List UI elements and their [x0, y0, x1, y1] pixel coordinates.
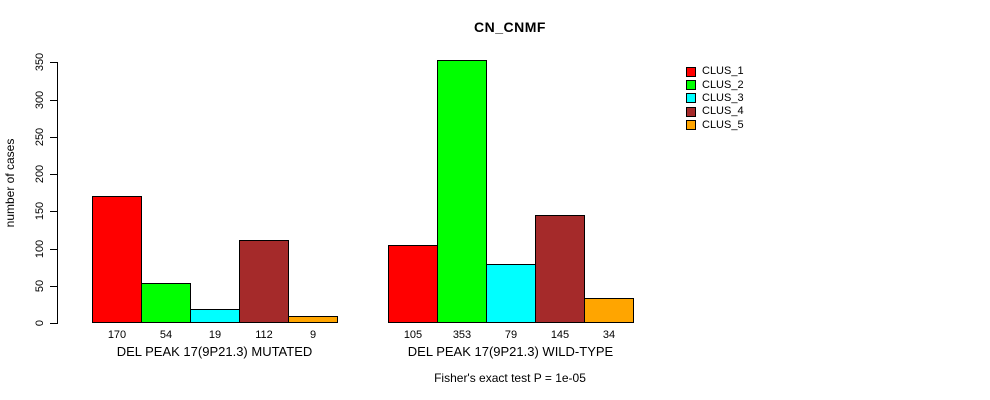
legend-item-label: CLUS_1: [702, 65, 744, 78]
legend-item: CLUS_4: [686, 105, 744, 118]
y-axis-tick-label: 150: [34, 202, 46, 221]
y-axis-tick: [50, 136, 57, 138]
bar-clus_4: [535, 215, 585, 323]
y-axis-tick-label: 50: [34, 279, 46, 292]
y-axis-tick-label: 250: [34, 127, 46, 146]
y-axis-tick: [50, 174, 57, 175]
bar-value-label: 145: [550, 329, 570, 341]
bar-value-label: 19: [208, 329, 222, 341]
legend-item: CLUS_3: [686, 92, 744, 105]
legend-item-label: CLUS_5: [702, 118, 744, 131]
bar-value-label: 353: [452, 329, 472, 341]
y-axis-tick: [50, 285, 57, 287]
bar-clus_5: [288, 316, 338, 323]
bar-value-label: 170: [107, 329, 127, 341]
legend-swatch: [686, 66, 696, 77]
bar-value-label: 34: [602, 329, 616, 341]
bar-value-label: 105: [403, 329, 423, 341]
bar-clus_1: [388, 245, 438, 323]
y-axis-tick-label: 100: [34, 239, 46, 258]
bar-clus_2: [437, 60, 487, 323]
y-axis-tick-label: 0: [34, 319, 46, 327]
y-axis-tick: [50, 99, 57, 101]
bar-clus_3: [190, 309, 240, 323]
y-axis-tick: [50, 62, 57, 64]
bar-clus_2: [141, 283, 191, 323]
y-axis-tick-label: 350: [34, 53, 46, 72]
bar-value-label: 9: [309, 329, 317, 341]
y-axis-line: [57, 62, 58, 324]
legend-item: CLUS_2: [686, 78, 744, 91]
bar-value-label: 112: [255, 329, 273, 341]
legend-swatch: [686, 80, 696, 91]
legend-item: CLUS_1: [686, 65, 744, 78]
bar-clus_1: [92, 196, 142, 323]
y-axis-tick: [50, 211, 57, 213]
bar-clus_5: [584, 298, 634, 323]
bar-value-label: 54: [159, 329, 173, 341]
chart-title: CN_CNMF: [474, 19, 546, 35]
bar-clus_4: [239, 240, 289, 323]
legend-swatch: [686, 93, 696, 104]
bar-clus_3: [486, 264, 536, 323]
group-label: DEL PEAK 17(9P21.3) MUTATED: [116, 344, 313, 359]
legend-swatch: [686, 106, 696, 117]
y-axis-label: number of cases: [3, 138, 17, 228]
y-axis-tick-label: 300: [34, 90, 46, 109]
y-axis-tick: [50, 248, 57, 250]
legend-item: CLUS_5: [686, 119, 744, 132]
bar-value-label: 79: [504, 329, 518, 341]
legend: CLUS_1 CLUS_2 CLUS_3 CLUS_4 CLUS_5: [686, 65, 744, 132]
y-axis-tick-label: 200: [34, 164, 46, 184]
footnote: Fisher's exact test P = 1e-05: [434, 371, 586, 385]
y-axis-tick: [50, 323, 57, 324]
legend-swatch: [686, 120, 696, 131]
group-label: DEL PEAK 17(9P21.3) WILD-TYPE: [407, 344, 614, 359]
legend-item-label: CLUS_3: [702, 91, 744, 104]
legend-item-label: CLUS_2: [702, 78, 744, 91]
legend-item-label: CLUS_4: [702, 105, 744, 118]
